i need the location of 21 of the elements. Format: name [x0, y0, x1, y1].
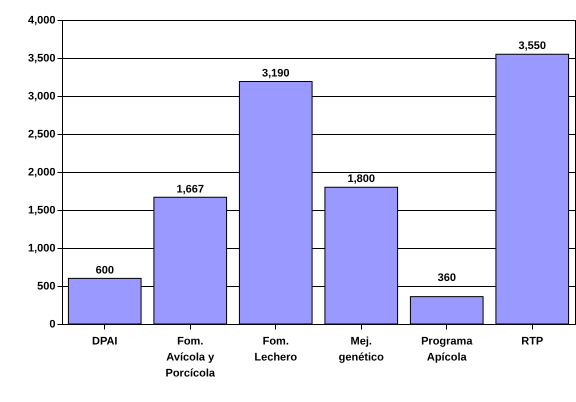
data-label: 3,190 [262, 68, 290, 80]
x-tick-label: RTP [521, 336, 544, 348]
x-tick-label: DPAI [92, 336, 118, 348]
x-tick-label: Mej. genético [338, 336, 384, 364]
y-tick-label: 2,000 [28, 166, 56, 178]
data-label: 360 [438, 272, 456, 284]
x-tick-label: Programa Apícola [421, 336, 474, 364]
data-label: 3,550 [518, 40, 546, 52]
y-tick-label: 1,500 [28, 204, 56, 216]
y-tick-label: 2,500 [28, 128, 56, 140]
y-tick-label: 3,500 [28, 52, 56, 64]
x-tick-label: Fom. Lechero [254, 336, 298, 364]
y-tick-label: 500 [37, 280, 56, 292]
data-label: 1,667 [176, 183, 204, 196]
data-label: 600 [96, 264, 114, 276]
x-tick-label: Fom. Avícola y Porcícola [165, 336, 216, 380]
y-tick-label: 3,000 [28, 90, 56, 102]
y-tick-label: 0 [49, 318, 56, 330]
y-tick-label: 4,000 [28, 14, 56, 26]
y-tick-label: 1,000 [28, 242, 56, 254]
data-label: 1,800 [347, 173, 376, 186]
